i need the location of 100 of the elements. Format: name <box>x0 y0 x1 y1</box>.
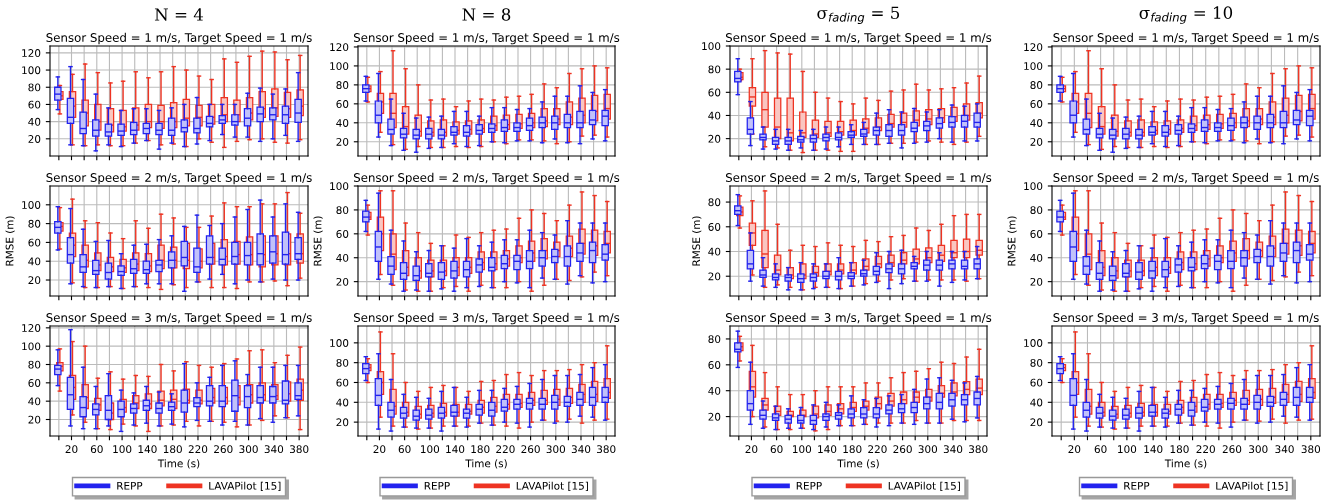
y-tick-label: 80 <box>708 65 721 74</box>
x-tick-label: 60 <box>398 445 411 454</box>
x-tick-label: 20 <box>745 445 758 454</box>
legend-label: REPP <box>1124 482 1150 490</box>
y-tick-label: 60 <box>708 361 721 369</box>
x-tick-label: 140 <box>818 445 837 454</box>
chart-title: Sensor Speed = 2 m/s, Target Speed = 1 m/s <box>1053 172 1319 185</box>
y-tick-label: 40 <box>1030 119 1043 127</box>
y-tick-label: 60 <box>336 230 349 238</box>
x-tick-label: 260 <box>214 445 233 454</box>
y-tick-label: 60 <box>1030 378 1043 387</box>
y-tick-label: 60 <box>1030 100 1043 108</box>
x-tick-label: 140 <box>446 445 465 454</box>
y-tick-label: 40 <box>708 386 721 395</box>
x-axis-title: Time (s) <box>465 459 507 469</box>
y-tick-label: 20 <box>1030 138 1043 146</box>
legend-label: LAVAPilot [15] <box>209 481 281 491</box>
y-tick-label: 40 <box>1030 398 1043 407</box>
chart-title: σ$_{fading}$ = 5 <box>817 6 900 24</box>
y-tick-label: 80 <box>1030 206 1043 215</box>
y-tick-label: 60 <box>336 378 349 387</box>
y-tick-label: 20 <box>1030 277 1043 286</box>
y-tick-label: 60 <box>708 88 721 97</box>
y-tick-label: 20 <box>28 135 41 143</box>
y-tick-label: 80 <box>336 358 349 367</box>
y-tick-label: 20 <box>336 138 349 146</box>
y-tick-label: 100 <box>22 201 41 209</box>
y-tick-label: 60 <box>1030 230 1043 238</box>
legend-label: REPP <box>424 482 450 490</box>
x-tick-label: 220 <box>868 445 887 454</box>
y-tick-label: 100 <box>702 42 721 51</box>
x-tick-label: 100 <box>793 445 812 454</box>
y-tick-label: 40 <box>336 119 349 127</box>
x-tick-label: 300 <box>239 445 258 454</box>
legend-label: REPP <box>796 482 822 490</box>
x-tick-label: 340 <box>943 445 963 454</box>
chart-subtitle: Sensor Speed = 1 m/s, Target Speed = 1 m/s <box>46 32 312 45</box>
x-tick-label: 140 <box>138 445 157 454</box>
x-tick-label: 220 <box>496 445 515 454</box>
x-tick-label: 260 <box>521 445 540 454</box>
chart-subtitle: Sensor Speed = 1 m/s, Target Speed = 1 m/s <box>725 32 992 45</box>
x-tick-label: 300 <box>1249 445 1268 454</box>
x-tick-label: 100 <box>113 445 132 454</box>
chart-title: Sensor Speed = 3 m/s, Target Speed = 1 m/s <box>1053 312 1319 325</box>
y-tick-label: 40 <box>28 117 41 126</box>
x-tick-label: 260 <box>1222 445 1242 454</box>
x-tick-label: 140 <box>1144 445 1163 454</box>
y-tick-label: 60 <box>336 100 349 108</box>
x-tick-label: 100 <box>1118 445 1137 454</box>
x-axis-title: Time (s) <box>1164 459 1207 469</box>
legend-label: LAVAPilot [15] <box>888 481 960 491</box>
y-tick-label: 120 <box>22 49 41 57</box>
chart-title: σ$_{fading}$ = 10 <box>1139 6 1233 24</box>
x-tick-label: 260 <box>893 445 912 454</box>
y-tick-label: 60 <box>28 379 41 387</box>
y-tick-label: 20 <box>1030 418 1043 427</box>
y-tick-label: 80 <box>1030 358 1043 367</box>
x-tick-label: 60 <box>770 445 783 454</box>
y-tick-label: 60 <box>28 238 41 247</box>
y-tick-label: 100 <box>1024 182 1043 191</box>
x-tick-label: 220 <box>1196 445 1215 454</box>
x-axis-title: Time (s) <box>837 459 879 469</box>
chart-subtitle: Sensor Speed = 1 m/s, Target Speed = 1 m/s <box>1053 32 1319 45</box>
x-tick-label: 340 <box>264 445 284 454</box>
x-tick-label: 20 <box>1068 445 1081 454</box>
x-tick-label: 20 <box>373 445 386 454</box>
x-tick-label: 300 <box>546 445 566 454</box>
y-tick-label: 120 <box>22 324 41 332</box>
y-tick-label: 100 <box>22 66 41 75</box>
y-tick-label: 120 <box>1024 43 1043 52</box>
x-tick-label: 380 <box>969 445 988 454</box>
chart-title: Sensor Speed = 3 m/s, Target Speed = 1 m/s <box>46 312 312 325</box>
y-tick-label: 100 <box>330 62 349 71</box>
y-tick-label: 40 <box>336 253 349 262</box>
y-axis-title: RMSE (m) <box>1007 216 1017 266</box>
x-tick-label: 220 <box>188 445 208 454</box>
y-tick-label: 100 <box>1024 62 1043 71</box>
x-tick-label: 180 <box>843 445 862 454</box>
legend-label: REPP <box>117 482 143 490</box>
y-tick-label: 40 <box>708 111 721 120</box>
chart-title: Sensor Speed = 2 m/s, Target Speed = 1 m/s <box>353 172 620 185</box>
y-tick-label: 40 <box>1030 253 1043 262</box>
chart-title: Sensor Speed = 3 m/s, Target Speed = 1 m/s <box>353 312 620 325</box>
chart-title: Sensor Speed = 2 m/s, Target Speed = 1 m/s <box>46 172 312 185</box>
x-tick-label: 60 <box>1094 445 1107 454</box>
y-axis-title: RMSE (m) <box>313 216 323 266</box>
y-tick-label: 20 <box>336 277 349 286</box>
y-tick-label: 100 <box>330 339 349 347</box>
x-tick-label: 380 <box>597 445 616 454</box>
y-tick-label: 20 <box>28 415 41 424</box>
chart-title: N = 4 <box>154 8 204 21</box>
y-tick-label: 80 <box>336 206 349 215</box>
y-tick-label: 100 <box>22 342 41 351</box>
chart-title: N = 8 <box>462 8 511 21</box>
y-tick-label: 60 <box>708 223 721 231</box>
x-tick-label: 340 <box>1275 445 1294 454</box>
y-tick-label: 20 <box>336 418 349 427</box>
y-tick-label: 80 <box>28 360 41 369</box>
y-tick-label: 80 <box>708 335 721 344</box>
x-tick-label: 340 <box>571 445 591 454</box>
